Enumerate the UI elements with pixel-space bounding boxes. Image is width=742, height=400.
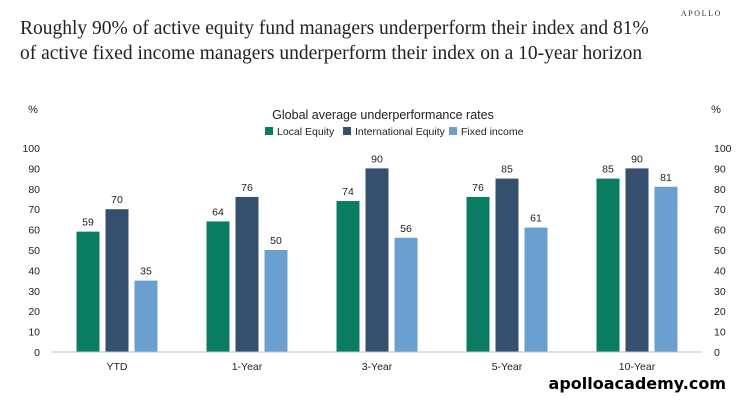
bars: 59 70 35 64 76 50 74 90 56 76 85 61 85 90 81 (76, 153, 678, 352)
y-tick-label-left: 30 (28, 286, 40, 298)
y-tick-label-right: 0 (714, 347, 720, 359)
data-label: 90 (371, 153, 383, 165)
chart-legend: Local Equity International Equity Fixed in… (265, 126, 524, 138)
y-axis-left: 0 10 20 30 40 50 60 70 80 90 100 (22, 143, 40, 359)
data-label: 61 (530, 213, 542, 225)
y-tick-label-left: 80 (28, 184, 40, 196)
y-tick-label-left: 20 (28, 306, 40, 318)
bar (466, 196, 490, 352)
bar (206, 221, 230, 352)
legend-swatch (343, 127, 351, 135)
y-tick-label-left: 40 (28, 265, 40, 277)
data-label: 81 (660, 172, 672, 184)
chart-headline: Roughly 90% of active equity fund manage… (20, 18, 649, 64)
y-tick-label-right: 50 (714, 245, 726, 257)
chart-title: Global average underperformance rates (272, 108, 494, 122)
bar (134, 280, 158, 352)
x-tick-label: 5-Year (492, 361, 523, 373)
bar (235, 196, 259, 352)
y-tick-label-left: 0 (34, 347, 40, 359)
bar (365, 168, 389, 352)
bar (76, 231, 100, 352)
y-tick-label-left: 70 (28, 204, 40, 216)
y-tick-label-left: 60 (28, 225, 40, 237)
bar (264, 250, 288, 352)
y-tick-label-right: 10 (714, 327, 726, 339)
data-label: 64 (212, 206, 224, 218)
y-tick-label-right: 80 (714, 184, 726, 196)
y-tick-label-right: 20 (714, 306, 726, 318)
bar (654, 186, 678, 352)
data-label: 74 (342, 186, 354, 198)
data-label: 76 (241, 182, 253, 194)
legend-label: Local Equity (277, 126, 335, 138)
footer-url: apolloacademy.com (548, 374, 726, 393)
y-tick-label-left: 100 (22, 143, 40, 155)
legend-label: Fixed income (461, 126, 524, 138)
data-label: 85 (602, 164, 614, 176)
y-tick-label-right: 70 (714, 204, 726, 216)
y-axis-right: 0 10 20 30 40 50 60 70 80 90 100 (714, 143, 732, 359)
y-tick-label-right: 40 (714, 265, 726, 277)
data-label: 85 (501, 164, 513, 176)
x-tick-label: 3-Year (362, 361, 393, 373)
data-label: 35 (140, 266, 152, 278)
bar (524, 227, 548, 352)
y-tick-label-left: 10 (28, 327, 40, 339)
bar (495, 178, 519, 352)
data-label: 70 (111, 194, 123, 206)
x-axis: YTD 1-Year 3-Year 5-Year 10-Year (107, 361, 656, 373)
bar (336, 201, 360, 352)
bar (394, 237, 418, 352)
y-tick-label-left: 90 (28, 163, 40, 175)
x-tick-label: YTD (107, 361, 128, 373)
bar (625, 168, 649, 352)
data-label: 76 (472, 182, 484, 194)
y-tick-label-right: 30 (714, 286, 726, 298)
x-tick-label: 10-Year (619, 361, 656, 373)
data-label: 90 (631, 153, 643, 165)
y-axis-label-left: % (28, 104, 38, 116)
legend-label: International Equity (355, 126, 446, 138)
data-label: 59 (82, 217, 94, 229)
y-tick-label-right: 60 (714, 225, 726, 237)
data-label: 56 (400, 223, 412, 235)
y-tick-label-right: 90 (714, 163, 726, 175)
brand-logo-text: APOLLO (680, 9, 722, 18)
legend-swatch (265, 127, 273, 135)
bar (596, 178, 620, 352)
y-tick-label-left: 50 (28, 245, 40, 257)
x-tick-label: 1-Year (232, 361, 263, 373)
y-tick-label-right: 100 (714, 143, 732, 155)
bar (105, 209, 129, 352)
y-axis-label-right: % (711, 104, 721, 116)
legend-swatch (449, 127, 457, 135)
data-label: 50 (270, 235, 282, 247)
